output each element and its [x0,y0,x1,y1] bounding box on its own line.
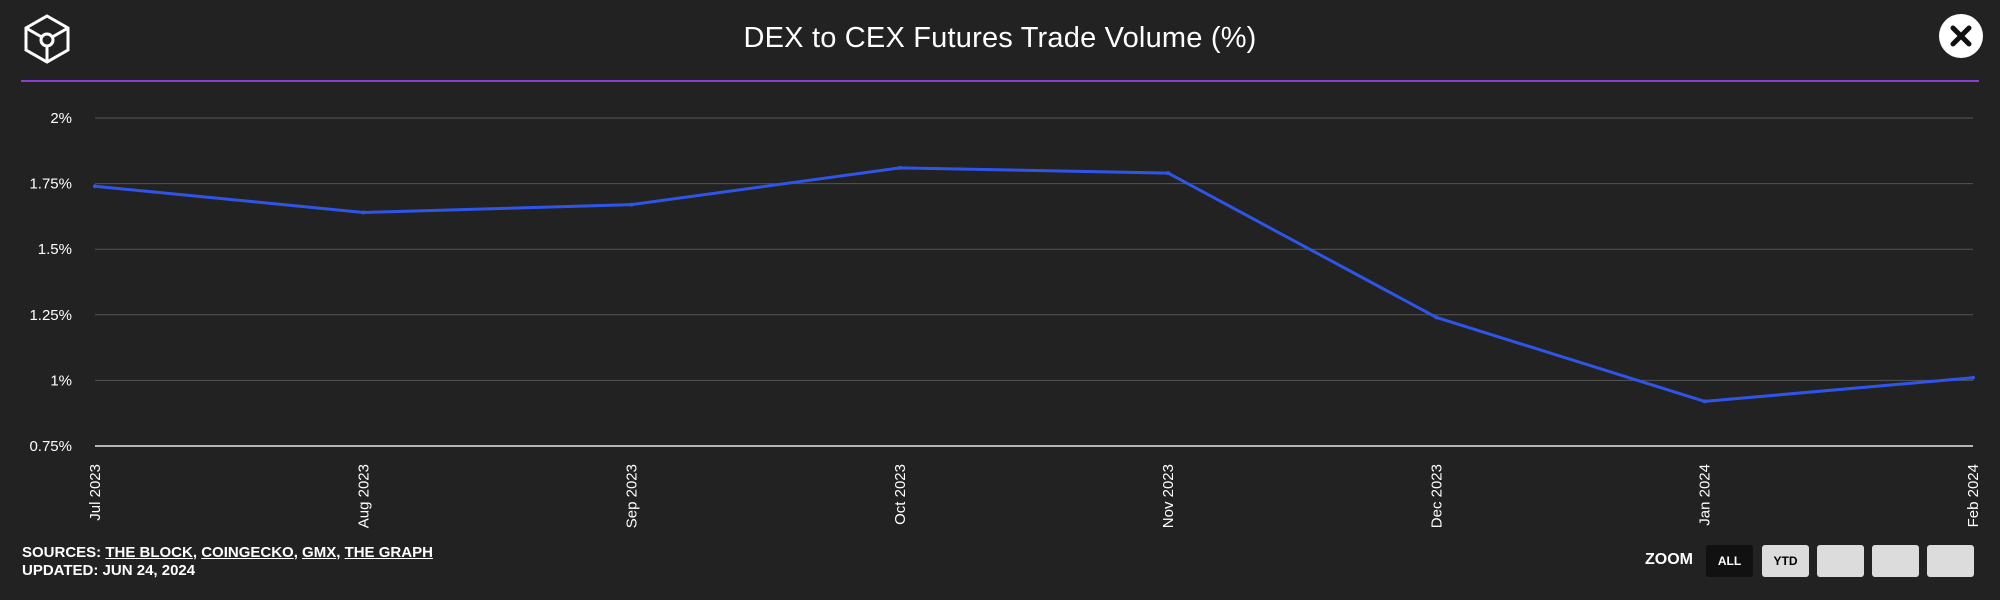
header-divider [21,80,1979,82]
y-tick-label: 1% [50,372,72,389]
source-link-coingecko[interactable]: COINGECKO [201,544,294,561]
zoom-button-4[interactable] [1872,545,1919,577]
data-point [93,184,97,189]
x-tick-label: Jan 2024 [1697,464,1714,526]
cube-logo-icon [24,14,70,64]
zoom-label: ZOOM [1645,551,1693,568]
x-tick-label: Jul 2023 [87,464,104,521]
source-link-gmx[interactable]: GMX [302,544,337,561]
source-link-the-graph[interactable]: THE GRAPH [344,544,433,561]
close-button[interactable] [1939,14,1983,58]
chart-footer: SOURCES: THE BLOCK, COINGECKO, GMX, THE … [22,544,433,580]
sources-prefix: SOURCES: [22,544,106,561]
data-point [1971,375,1975,380]
x-tick-label: Aug 2023 [355,464,372,528]
updated-date: UPDATED: JUN 24, 2024 [22,562,196,579]
zoom-all-button[interactable]: ALL [1706,545,1753,577]
zoom-ytd-button[interactable]: YTD [1762,545,1809,577]
chart-title: DEX to CEX Futures Trade Volume (%) [743,22,1257,54]
data-point [1166,171,1171,176]
y-tick-label: 1.75% [29,176,72,193]
data-point [629,202,634,207]
zoom-button-5[interactable] [1927,545,1974,577]
x-tick-label: Nov 2023 [1160,464,1177,528]
data-point [1434,315,1439,320]
data-point [361,210,366,215]
y-tick-label: 1.5% [38,241,72,258]
series-line [94,166,1974,403]
y-tick-label: 1.25% [29,307,72,324]
y-tick-label: 2% [50,110,72,127]
zoom-button-3[interactable] [1817,545,1864,577]
x-tick-label: Dec 2023 [1428,464,1445,528]
data-point [1702,399,1707,404]
x-tick-label: Feb 2024 [1965,464,1982,527]
x-tick-label: Sep 2023 [624,464,641,528]
y-tick-label: 0.75% [29,438,72,455]
close-icon [1950,25,1972,47]
sources-line: SOURCES: THE BLOCK, COINGECKO, GMX, THE … [22,544,433,561]
x-tick-label: Oct 2023 [892,464,909,525]
source-link-the-block[interactable]: THE BLOCK [105,544,193,561]
data-point [897,165,902,170]
line-chart: 0.75% 1% 1.25% 1.5% 1.75% 2% Jul 2023 Aug 2023 S… [29,110,1982,528]
